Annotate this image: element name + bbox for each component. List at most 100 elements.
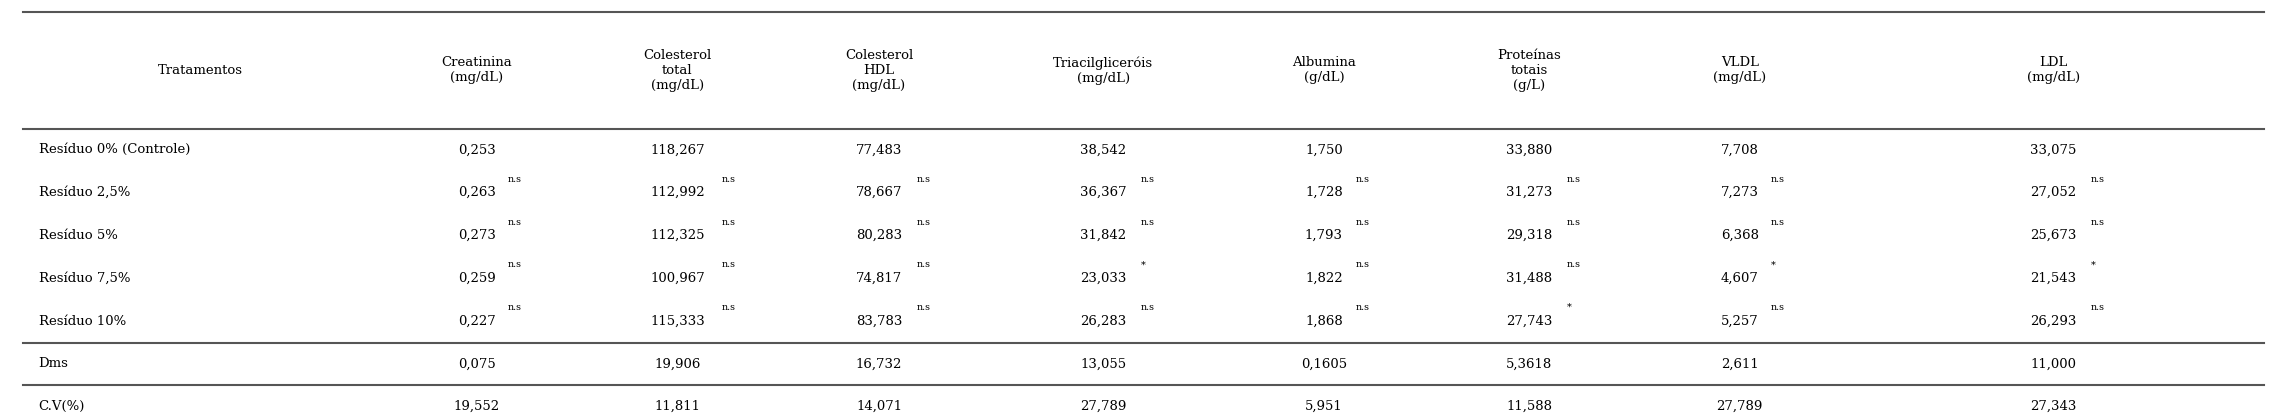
Text: LDL
(mg/dL): LDL (mg/dL) (2026, 57, 2079, 84)
Text: 74,817: 74,817 (855, 272, 901, 285)
Text: *: * (1141, 260, 1146, 269)
Text: Dms: Dms (39, 357, 69, 370)
Text: 0,259: 0,259 (457, 272, 496, 285)
Text: Creatinina
(mg/dL): Creatinina (mg/dL) (441, 57, 512, 84)
Text: 33,075: 33,075 (2031, 144, 2077, 156)
Text: 118,267: 118,267 (650, 144, 704, 156)
Text: 0,1605: 0,1605 (1301, 357, 1347, 370)
Text: 33,880: 33,880 (1505, 144, 1553, 156)
Text: 31,842: 31,842 (1079, 229, 1125, 242)
Text: 115,333: 115,333 (650, 314, 704, 328)
Text: n.s: n.s (1770, 218, 1786, 227)
Text: n.s: n.s (1770, 175, 1786, 184)
Text: Resíduo 10%: Resíduo 10% (39, 314, 126, 328)
Text: n.s: n.s (1567, 218, 1580, 227)
Text: Proteínas
totais
(g/L): Proteínas totais (g/L) (1498, 49, 1560, 92)
Text: Tratamentos: Tratamentos (158, 64, 242, 77)
Text: 83,783: 83,783 (855, 314, 901, 328)
Text: 31,273: 31,273 (1505, 186, 1553, 199)
Text: n.s: n.s (2090, 218, 2104, 227)
Text: n.s: n.s (720, 218, 734, 227)
Text: 1,728: 1,728 (1306, 186, 1342, 199)
Text: *: * (1567, 303, 1571, 312)
Text: Resíduo 5%: Resíduo 5% (39, 229, 117, 242)
Text: n.s: n.s (1567, 175, 1580, 184)
Text: 16,732: 16,732 (855, 357, 901, 370)
Text: 78,667: 78,667 (855, 186, 903, 199)
Text: Albumina
(g/dL): Albumina (g/dL) (1292, 57, 1356, 84)
Text: n.s: n.s (1356, 175, 1370, 184)
Text: Resíduo 7,5%: Resíduo 7,5% (39, 272, 130, 285)
Text: n.s: n.s (508, 175, 521, 184)
Text: C.V(%): C.V(%) (39, 400, 85, 413)
Text: Resíduo 0% (Controle): Resíduo 0% (Controle) (39, 144, 190, 156)
Text: 27,789: 27,789 (1718, 400, 1763, 413)
Text: 2,611: 2,611 (1720, 357, 1759, 370)
Text: n.s: n.s (1141, 175, 1155, 184)
Text: n.s: n.s (508, 260, 521, 269)
Text: 19,906: 19,906 (654, 357, 700, 370)
Text: 1,793: 1,793 (1306, 229, 1342, 242)
Text: 23,033: 23,033 (1079, 272, 1125, 285)
Text: 5,951: 5,951 (1306, 400, 1342, 413)
Text: 6,368: 6,368 (1720, 229, 1759, 242)
Text: 0,273: 0,273 (457, 229, 496, 242)
Text: 4,607: 4,607 (1720, 272, 1759, 285)
Text: n.s: n.s (1141, 303, 1155, 312)
Text: Resíduo 2,5%: Resíduo 2,5% (39, 186, 130, 199)
Text: 25,673: 25,673 (2031, 229, 2077, 242)
Text: 21,543: 21,543 (2031, 272, 2077, 285)
Text: 0,263: 0,263 (457, 186, 496, 199)
Text: n.s: n.s (1356, 218, 1370, 227)
Text: 1,822: 1,822 (1306, 272, 1342, 285)
Text: n.s: n.s (917, 175, 931, 184)
Text: 0,075: 0,075 (457, 357, 496, 370)
Text: Triacilgliceróis
(mg/dL): Triacilgliceróis (mg/dL) (1052, 56, 1153, 85)
Text: n.s: n.s (720, 175, 734, 184)
Text: 29,318: 29,318 (1505, 229, 1553, 242)
Text: 13,055: 13,055 (1079, 357, 1125, 370)
Text: 27,052: 27,052 (2031, 186, 2077, 199)
Text: 38,542: 38,542 (1079, 144, 1125, 156)
Text: 36,367: 36,367 (1079, 186, 1127, 199)
Text: Colesterol
HDL
(mg/dL): Colesterol HDL (mg/dL) (844, 49, 913, 92)
Text: n.s: n.s (1356, 260, 1370, 269)
Text: n.s: n.s (508, 218, 521, 227)
Text: 31,488: 31,488 (1505, 272, 1553, 285)
Text: n.s: n.s (917, 218, 931, 227)
Text: 11,000: 11,000 (2031, 357, 2077, 370)
Text: n.s: n.s (2090, 175, 2104, 184)
Text: 11,811: 11,811 (654, 400, 700, 413)
Text: n.s: n.s (1567, 260, 1580, 269)
Text: 5,257: 5,257 (1720, 314, 1759, 328)
Text: n.s: n.s (1770, 303, 1786, 312)
Text: n.s: n.s (1141, 218, 1155, 227)
Text: *: * (1770, 260, 1777, 269)
Text: 7,708: 7,708 (1720, 144, 1759, 156)
Text: 112,992: 112,992 (650, 186, 704, 199)
Text: VLDL
(mg/dL): VLDL (mg/dL) (1713, 57, 1766, 84)
Text: n.s: n.s (917, 260, 931, 269)
Text: n.s: n.s (2090, 303, 2104, 312)
Text: 27,789: 27,789 (1079, 400, 1125, 413)
Text: 7,273: 7,273 (1720, 186, 1759, 199)
Text: 26,283: 26,283 (1079, 314, 1125, 328)
Text: 19,552: 19,552 (453, 400, 501, 413)
Text: 14,071: 14,071 (855, 400, 901, 413)
Text: 100,967: 100,967 (650, 272, 704, 285)
Text: n.s: n.s (508, 303, 521, 312)
Text: 26,293: 26,293 (2031, 314, 2077, 328)
Text: Colesterol
total
(mg/dL): Colesterol total (mg/dL) (643, 49, 711, 92)
Text: n.s: n.s (720, 303, 734, 312)
Text: 1,750: 1,750 (1306, 144, 1342, 156)
Text: 27,343: 27,343 (2031, 400, 2077, 413)
Text: 5,3618: 5,3618 (1505, 357, 1553, 370)
Text: n.s: n.s (1356, 303, 1370, 312)
Text: n.s: n.s (917, 303, 931, 312)
Text: 0,227: 0,227 (457, 314, 496, 328)
Text: 0,253: 0,253 (457, 144, 496, 156)
Text: 112,325: 112,325 (650, 229, 704, 242)
Text: n.s: n.s (720, 260, 734, 269)
Text: 77,483: 77,483 (855, 144, 901, 156)
Text: 1,868: 1,868 (1306, 314, 1342, 328)
